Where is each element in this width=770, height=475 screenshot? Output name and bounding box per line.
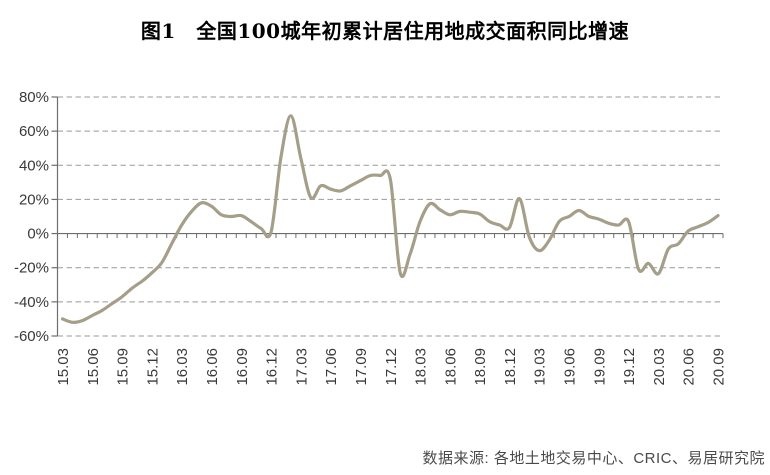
svg-text:15.09: 15.09: [115, 348, 132, 386]
svg-text:16.06: 16.06: [204, 348, 221, 386]
svg-text:20.03: 20.03: [651, 348, 668, 386]
svg-text:17.09: 17.09: [353, 348, 370, 386]
x-axis-ticks: [57, 233, 724, 239]
svg-text:40%: 40%: [19, 157, 49, 174]
x-axis-labels: 15.03 15.06 15.09 15.12 16.03 16.06 16.09 16.12…: [55, 348, 728, 386]
svg-text:18.03: 18.03: [413, 348, 430, 386]
data-source-note: 数据来源: 各地土地交易中心、CRIC、易居研究院: [422, 450, 765, 467]
svg-text:20.09: 20.09: [711, 348, 728, 386]
svg-text:-40%: -40%: [14, 294, 49, 311]
svg-text:17.03: 17.03: [293, 348, 310, 386]
svg-text:-20%: -20%: [14, 260, 49, 277]
svg-text:80%: 80%: [19, 89, 49, 106]
figure-title: 图1 全国100城年初累计居住用地成交面积同比增速: [140, 19, 630, 43]
svg-text:15.12: 15.12: [144, 348, 161, 386]
svg-text:20.06: 20.06: [681, 348, 698, 386]
series-line: [60, 114, 720, 324]
svg-text:18.09: 18.09: [472, 348, 489, 386]
horizontal-gridlines: [57, 96, 723, 337]
svg-text:16.12: 16.12: [264, 348, 281, 386]
svg-text:16.03: 16.03: [174, 348, 191, 386]
svg-text:19.12: 19.12: [621, 348, 638, 386]
y-axis-ticks: [51, 96, 58, 337]
svg-text:19.06: 19.06: [562, 348, 579, 386]
svg-text:20%: 20%: [19, 191, 49, 208]
svg-text:18.12: 18.12: [502, 348, 519, 386]
svg-text:18.06: 18.06: [442, 348, 459, 386]
svg-text:19.09: 19.09: [591, 348, 608, 386]
svg-text:60%: 60%: [19, 123, 49, 140]
svg-text:0%: 0%: [27, 226, 49, 243]
svg-text:19.03: 19.03: [532, 348, 549, 386]
svg-text:16.09: 16.09: [234, 348, 251, 386]
svg-text:15.03: 15.03: [55, 348, 72, 386]
svg-text:17.12: 17.12: [383, 348, 400, 386]
svg-text:15.06: 15.06: [85, 348, 102, 386]
svg-text:-60%: -60%: [14, 328, 49, 345]
svg-text:17.06: 17.06: [323, 348, 340, 386]
y-axis-labels: 80% 60% 40% 20% 0% -20% -40% -60%: [14, 89, 49, 345]
